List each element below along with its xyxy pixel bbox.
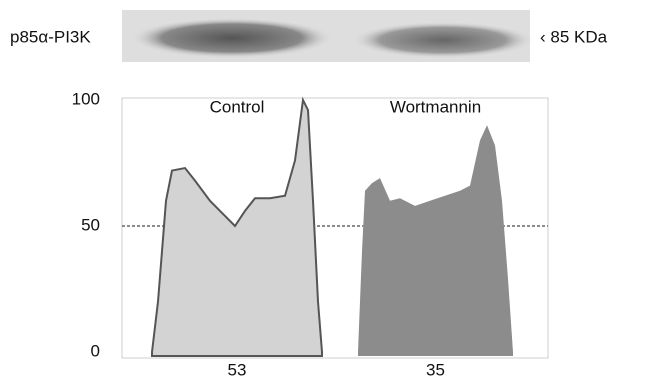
series-label: Control — [210, 97, 265, 116]
series-label: Wortmannin — [390, 97, 481, 116]
summary-value: 35 — [426, 360, 445, 379]
y-tick-label: 0 — [91, 341, 100, 360]
y-tick-label: 100 — [72, 89, 100, 108]
blot-band — [353, 22, 533, 58]
profile-area — [358, 125, 513, 356]
size-marker: ‹ 85 KDa — [540, 27, 608, 46]
blot-label: p85α-PI3K — [10, 27, 91, 46]
figure: p85α-PI3K ‹ 85 KDa 0 50 100 Control 53 Wortma… — [0, 0, 657, 383]
summary-value: 53 — [228, 360, 247, 379]
profile-area — [152, 100, 322, 356]
y-tick-label: 50 — [81, 215, 100, 234]
blot-band — [132, 18, 332, 58]
